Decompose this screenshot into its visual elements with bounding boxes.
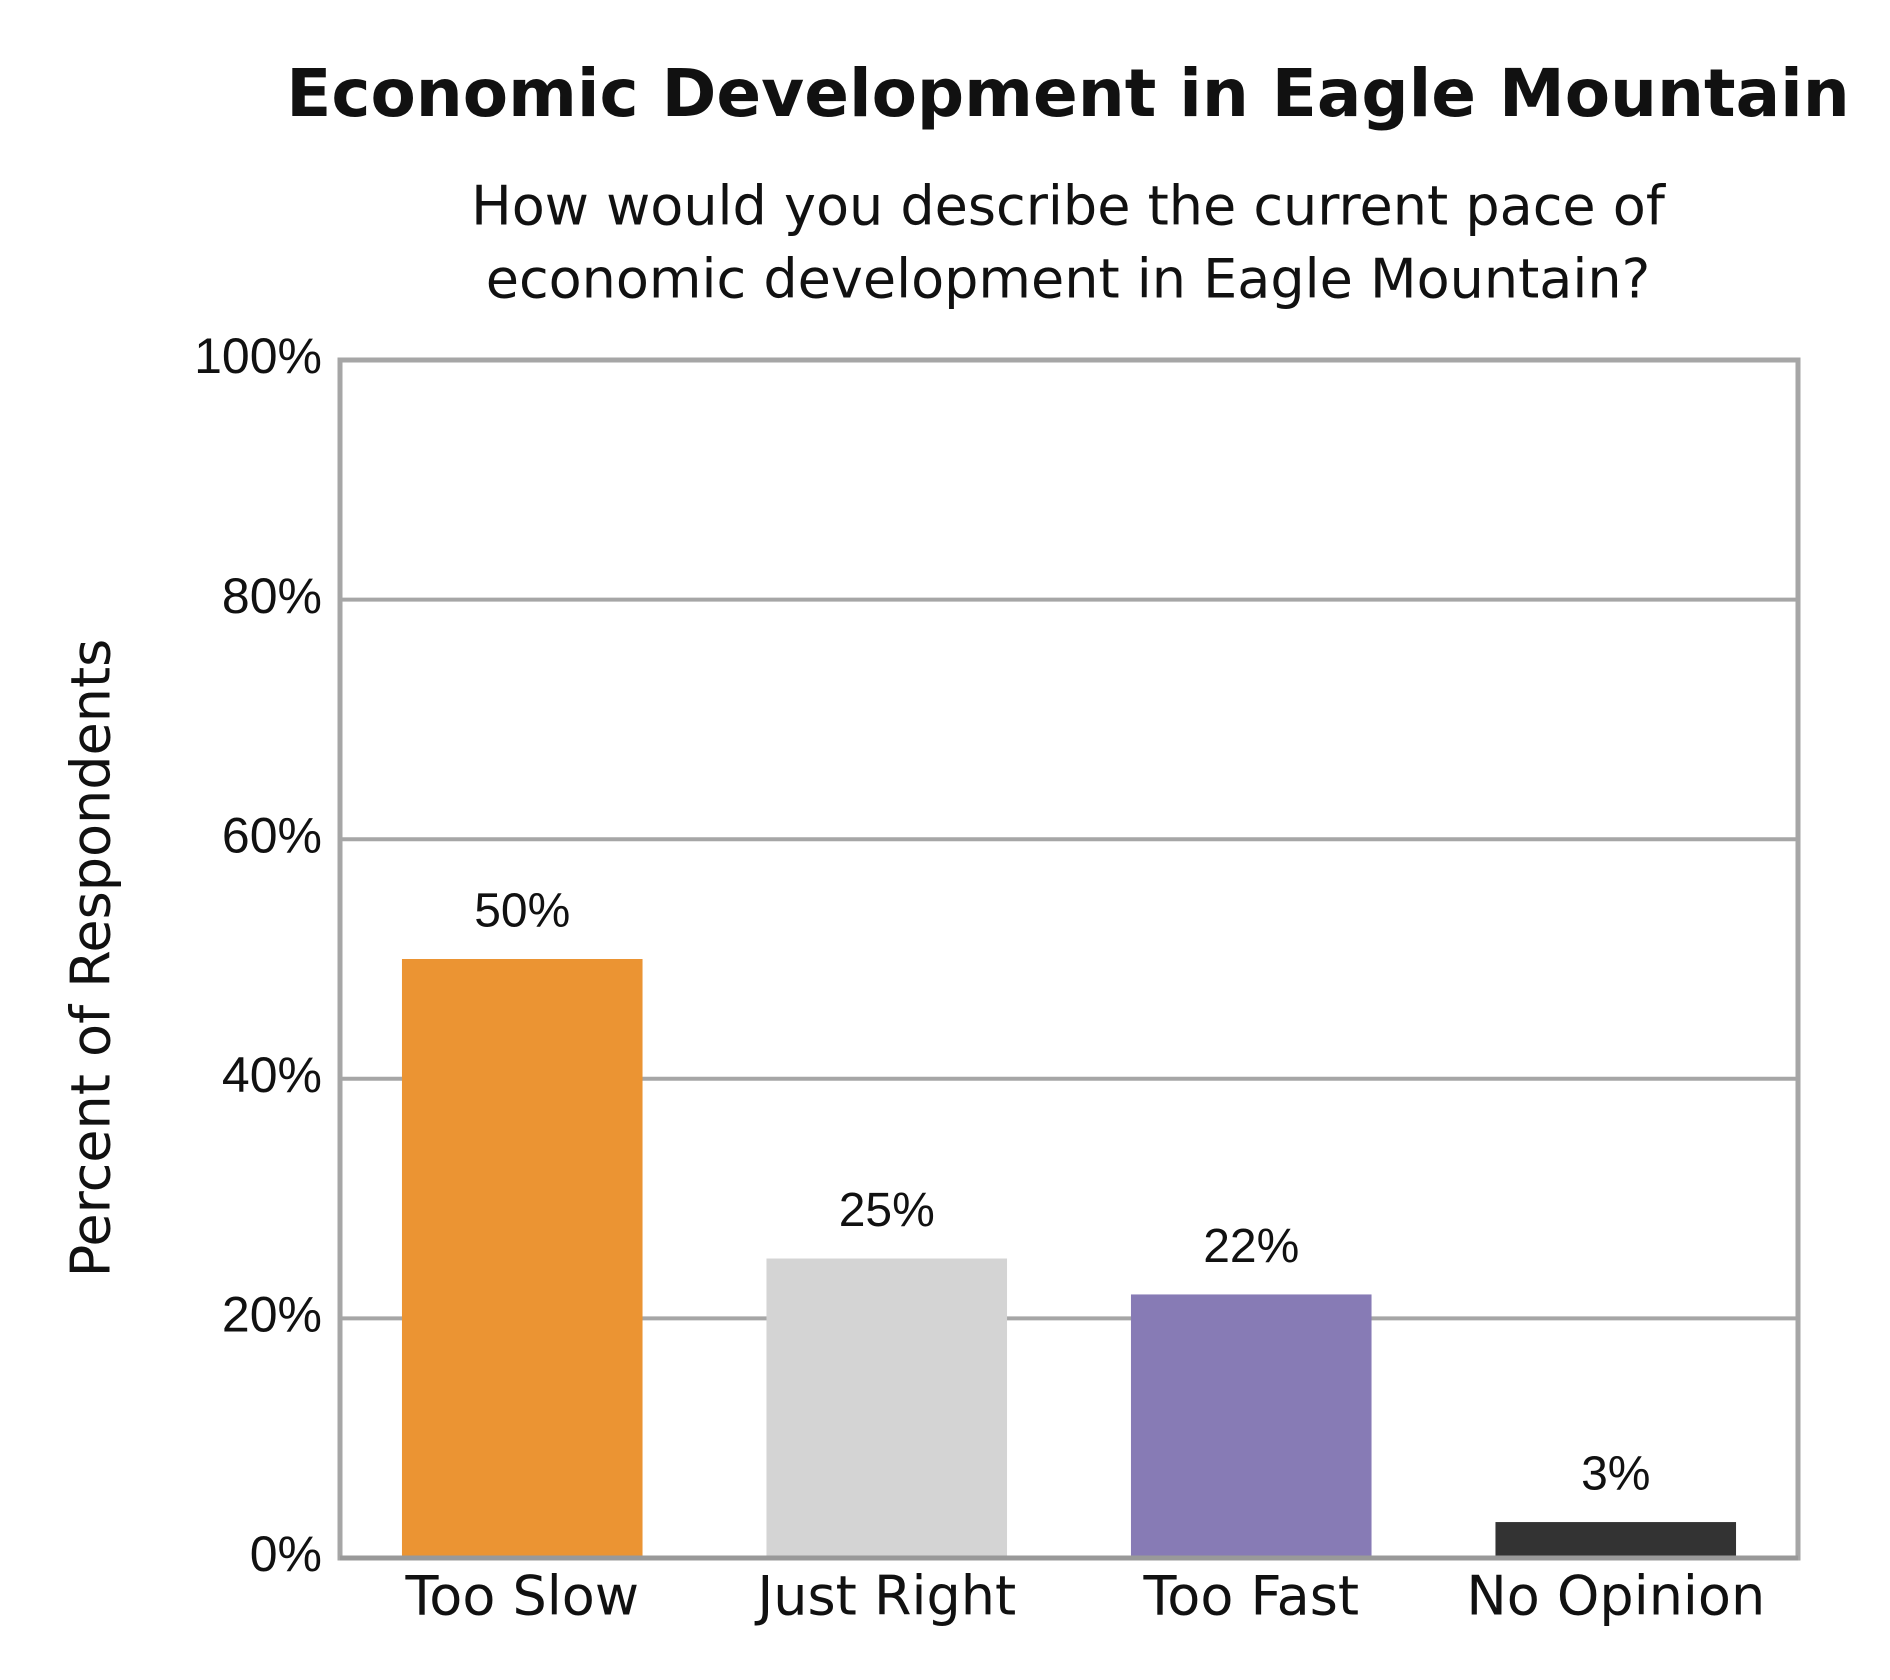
value-label: 22% [1203,1220,1299,1273]
y-tick-label: 40% [222,1047,322,1103]
y-tick-label: 20% [222,1287,322,1343]
y-axis-label: Percent of Respondents [60,639,123,1278]
x-tick-label: No Opinion [1466,1565,1765,1628]
y-tick-label: 100% [194,328,322,384]
bar [1495,1522,1737,1558]
bar [766,1258,1008,1558]
y-tick-label: 0% [250,1526,322,1582]
chart-subtitle: How would you describe the current pace … [471,175,1667,238]
value-label: 25% [839,1184,935,1237]
x-tick-label: Just Right [754,1565,1016,1628]
bar [401,959,643,1558]
y-tick-label: 60% [222,807,322,863]
bar [1130,1294,1372,1558]
chart-subtitle: economic development in Eagle Mountain? [486,248,1651,311]
y-tick-label: 80% [222,568,322,624]
x-tick-label: Too Slow [404,1565,639,1628]
value-label: 3% [1581,1448,1650,1501]
value-label: 50% [474,885,570,938]
x-tick-label: Too Fast [1142,1565,1359,1628]
chart-title: Economic Development in Eagle Mountain [286,55,1849,132]
